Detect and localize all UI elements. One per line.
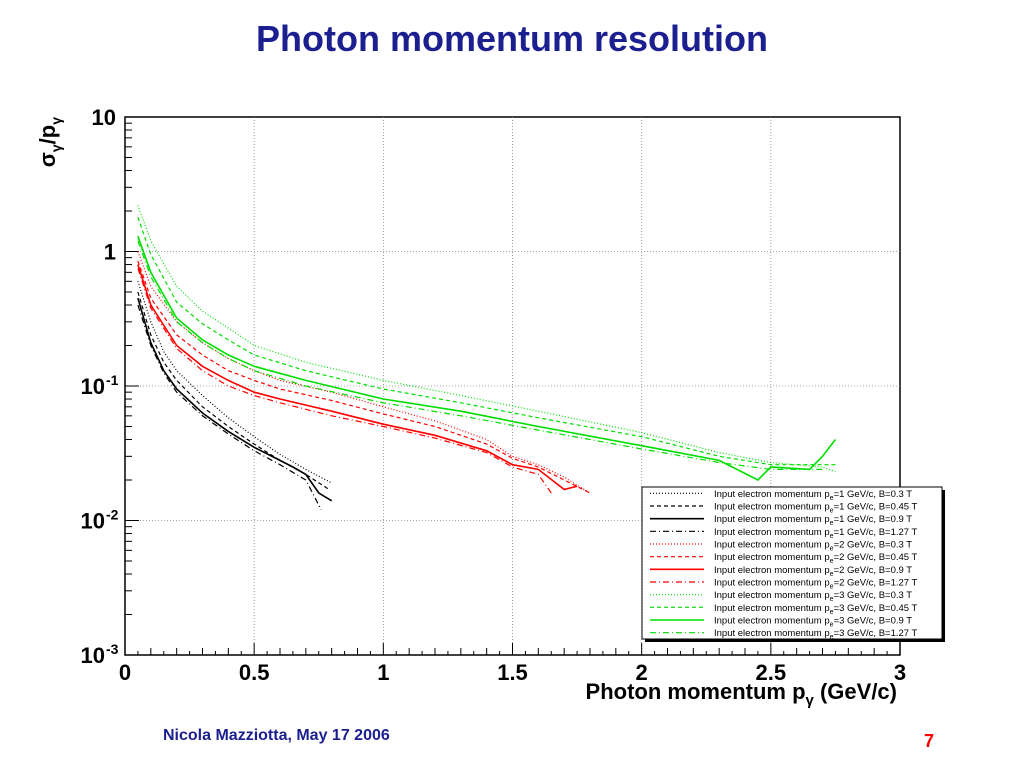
y-tick-exponent: -2 [106, 507, 119, 523]
y-tick-label: 10 [81, 643, 105, 668]
y-tick-label: 10 [81, 374, 105, 399]
legend-box [641, 486, 943, 640]
y-tick-label: 1 [104, 240, 116, 265]
y-tick-label: 10 [92, 105, 116, 130]
legend-entry-label: Input electron momentum pe=2 GeV/c, B=0.… [714, 552, 918, 565]
series-line-2 [137, 291, 330, 491]
series-line-11 [137, 235, 837, 481]
legend-entry-label: Input electron momentum pe=1 GeV/c, B=1.… [714, 527, 918, 540]
legend: Input electron momentum pe=1 GeV/c, B=0.… [641, 486, 943, 641]
y-axis-label: σγ/pγ [35, 117, 64, 167]
y-tick-exponent: -1 [106, 372, 119, 388]
x-tick-label: 3 [894, 660, 906, 685]
legend-entry-label: Input electron momentum pe=2 GeV/c, B=1.… [714, 578, 918, 591]
page-number: 7 [924, 731, 935, 751]
x-tick-label: 0 [119, 660, 131, 685]
legend-entry-label: Input electron momentum pe=2 GeV/c, B=0.… [714, 565, 912, 578]
x-axis-label: Photon momentum pγ (GeV/c) [586, 679, 897, 709]
legend-entry-label: Input electron momentum pe=3 GeV/c, B=1.… [714, 628, 918, 641]
legend-entry-label: Input electron momentum pe=2 GeV/c, B=0.… [714, 540, 912, 553]
y-tick-exponent: -3 [106, 641, 119, 657]
slide-title: Photon momentum resolution [256, 18, 768, 59]
series-group [137, 205, 837, 511]
series-line-12 [137, 240, 823, 470]
x-tick-label: 1.5 [497, 660, 528, 685]
series-line-4 [137, 304, 322, 511]
legend-entry-label: Input electron momentum pe=3 GeV/c, B=0.… [714, 616, 912, 629]
legend-entry-label: Input electron momentum pe=1 GeV/c, B=0.… [714, 502, 918, 515]
series-line-6 [137, 260, 591, 494]
series-line-3 [137, 297, 333, 502]
series-line-9 [137, 205, 836, 473]
series-line-8 [137, 268, 552, 494]
x-tick-label: 2 [636, 660, 648, 685]
series-line-7 [137, 264, 578, 491]
legend-entry-label: Input electron momentum pe=3 GeV/c, B=0.… [714, 603, 918, 616]
legend-entry-label: Input electron momentum pe=1 GeV/c, B=0.… [714, 489, 912, 502]
x-tick-label: 0.5 [239, 660, 270, 685]
x-tick-label: 1 [377, 660, 389, 685]
footer-author: Nicola Mazziotta, May 17 2006 [163, 727, 390, 744]
y-tick-label: 10 [81, 509, 105, 534]
legend-entry-label: Input electron momentum pe=3 GeV/c, B=0.… [714, 590, 912, 603]
x-tick-label: 2.5 [756, 660, 787, 685]
series-line-1 [137, 281, 332, 484]
legend-entry-label: Input electron momentum pe=1 GeV/c, B=0.… [714, 514, 912, 527]
